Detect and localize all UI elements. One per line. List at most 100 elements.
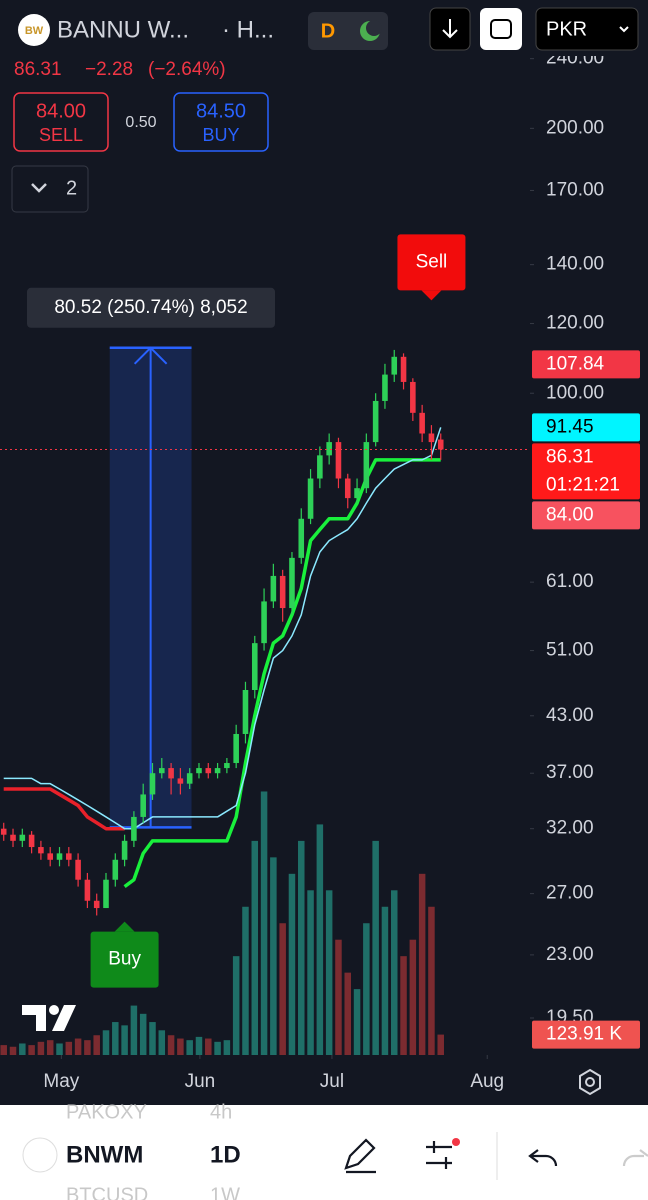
x-tick-label: Aug [470,1071,504,1092]
settings-icon [579,1068,601,1096]
currency-select[interactable] [535,7,639,51]
candle-body [335,442,342,479]
price-change: −2.28 [85,59,133,80]
candle-body [289,557,295,609]
chart: 240.00200.00170.00140.00120.00100.0061.0… [0,48,640,1092]
chevron [31,183,47,193]
volume-bar [102,1030,110,1055]
price-label: 91.45 [546,416,594,437]
x-tick-label: May [43,1071,79,1092]
volume-bar [381,906,389,1055]
candle-body [84,879,91,901]
y-tick-label: 170.00 [546,179,604,200]
volume-bar [46,1040,54,1055]
candle-body [391,356,398,375]
candle-body [261,601,267,644]
volume-bar [74,1038,82,1055]
volume-bar [335,939,342,1055]
volume-bar [298,840,305,1055]
volume-bar [93,1035,100,1055]
candle-body [131,816,137,841]
watermark-shape [22,1005,46,1031]
candle-body [233,733,239,764]
volume-bar [149,1022,156,1055]
indicator-line [123,458,441,889]
toolbar-interval[interactable]: 1D [210,1141,241,1168]
volume-bar [223,1040,231,1055]
candle-body [419,412,425,434]
volume-bar [363,923,370,1055]
candle-body [93,900,100,909]
candle-body [270,575,277,602]
candle-body [242,690,249,734]
signal-pointer [114,921,135,932]
volume-label: 123.91 K [546,1024,622,1045]
indicator-toggle[interactable] [11,165,89,213]
candle-body [317,455,323,479]
volume-bar [344,972,352,1055]
volume-bar [214,1041,221,1055]
volume-bar [400,956,407,1055]
volume-bar [390,890,398,1055]
price-label-box [532,501,640,530]
toolbar-symbol[interactable]: BNWM [66,1141,143,1168]
candle-body [326,442,332,456]
draw-tool[interactable] [344,1138,376,1174]
symbol[interactable]: BANNU W... [57,16,189,43]
candle-body [400,356,407,382]
candle-body [112,859,119,880]
volume-bar [177,1038,184,1055]
watermark-shape [49,1005,59,1015]
candle-body [149,773,156,795]
candle-body [140,794,146,817]
logo [18,14,50,46]
candle-body [19,834,26,841]
volume-bar [158,1030,166,1055]
sell-price: 84.00 [36,100,86,122]
volume-bar [242,906,249,1055]
candle-body [75,859,81,880]
y-tick-label: 61.00 [546,571,594,592]
candle-body [103,879,109,909]
candle-body [159,768,165,774]
candle-body [279,575,286,609]
x-tick-label: Jul [320,1071,344,1092]
candle-body [47,853,53,860]
symbol-logo [22,1137,58,1173]
volume-bar [167,1035,175,1055]
volume-bar [437,1034,444,1055]
volume-bar [28,1045,35,1055]
interval[interactable]: · H... [222,16,274,43]
volume-bar [270,857,277,1055]
buy-button[interactable] [173,92,269,152]
undo-button[interactable] [528,1149,558,1167]
fullscreen-button[interactable] [480,8,522,50]
indicators-tool[interactable] [426,1141,452,1169]
sell-button[interactable] [13,92,109,152]
candle-body [66,853,72,860]
ghost-symbol: PAKOXY [66,1101,147,1123]
volume-bar [418,873,426,1055]
price-label: 107.84 [546,353,605,374]
settings-icon [585,1077,595,1087]
ghost-symbol: BTCUSD [66,1184,148,1200]
axis-settings[interactable] [579,1068,601,1096]
signal-box [397,234,466,291]
volume-bar [56,1043,63,1055]
watermark-shape [52,1005,76,1031]
volume-bar [205,1038,212,1055]
redo-button[interactable] [622,1149,648,1167]
volume-bar [19,1043,26,1055]
volume-bar [65,1041,73,1055]
candle-body [196,768,202,774]
logo-text: BW [25,25,44,37]
measure-label: 80.52 (250.74%) 8,052 [54,297,247,318]
candle-body [38,847,44,854]
volume-bar [121,1025,128,1055]
volume-bar [409,939,417,1055]
price-label-box [532,413,640,442]
toolbar-bar [0,1105,648,1200]
volume-label-box [532,1020,640,1049]
